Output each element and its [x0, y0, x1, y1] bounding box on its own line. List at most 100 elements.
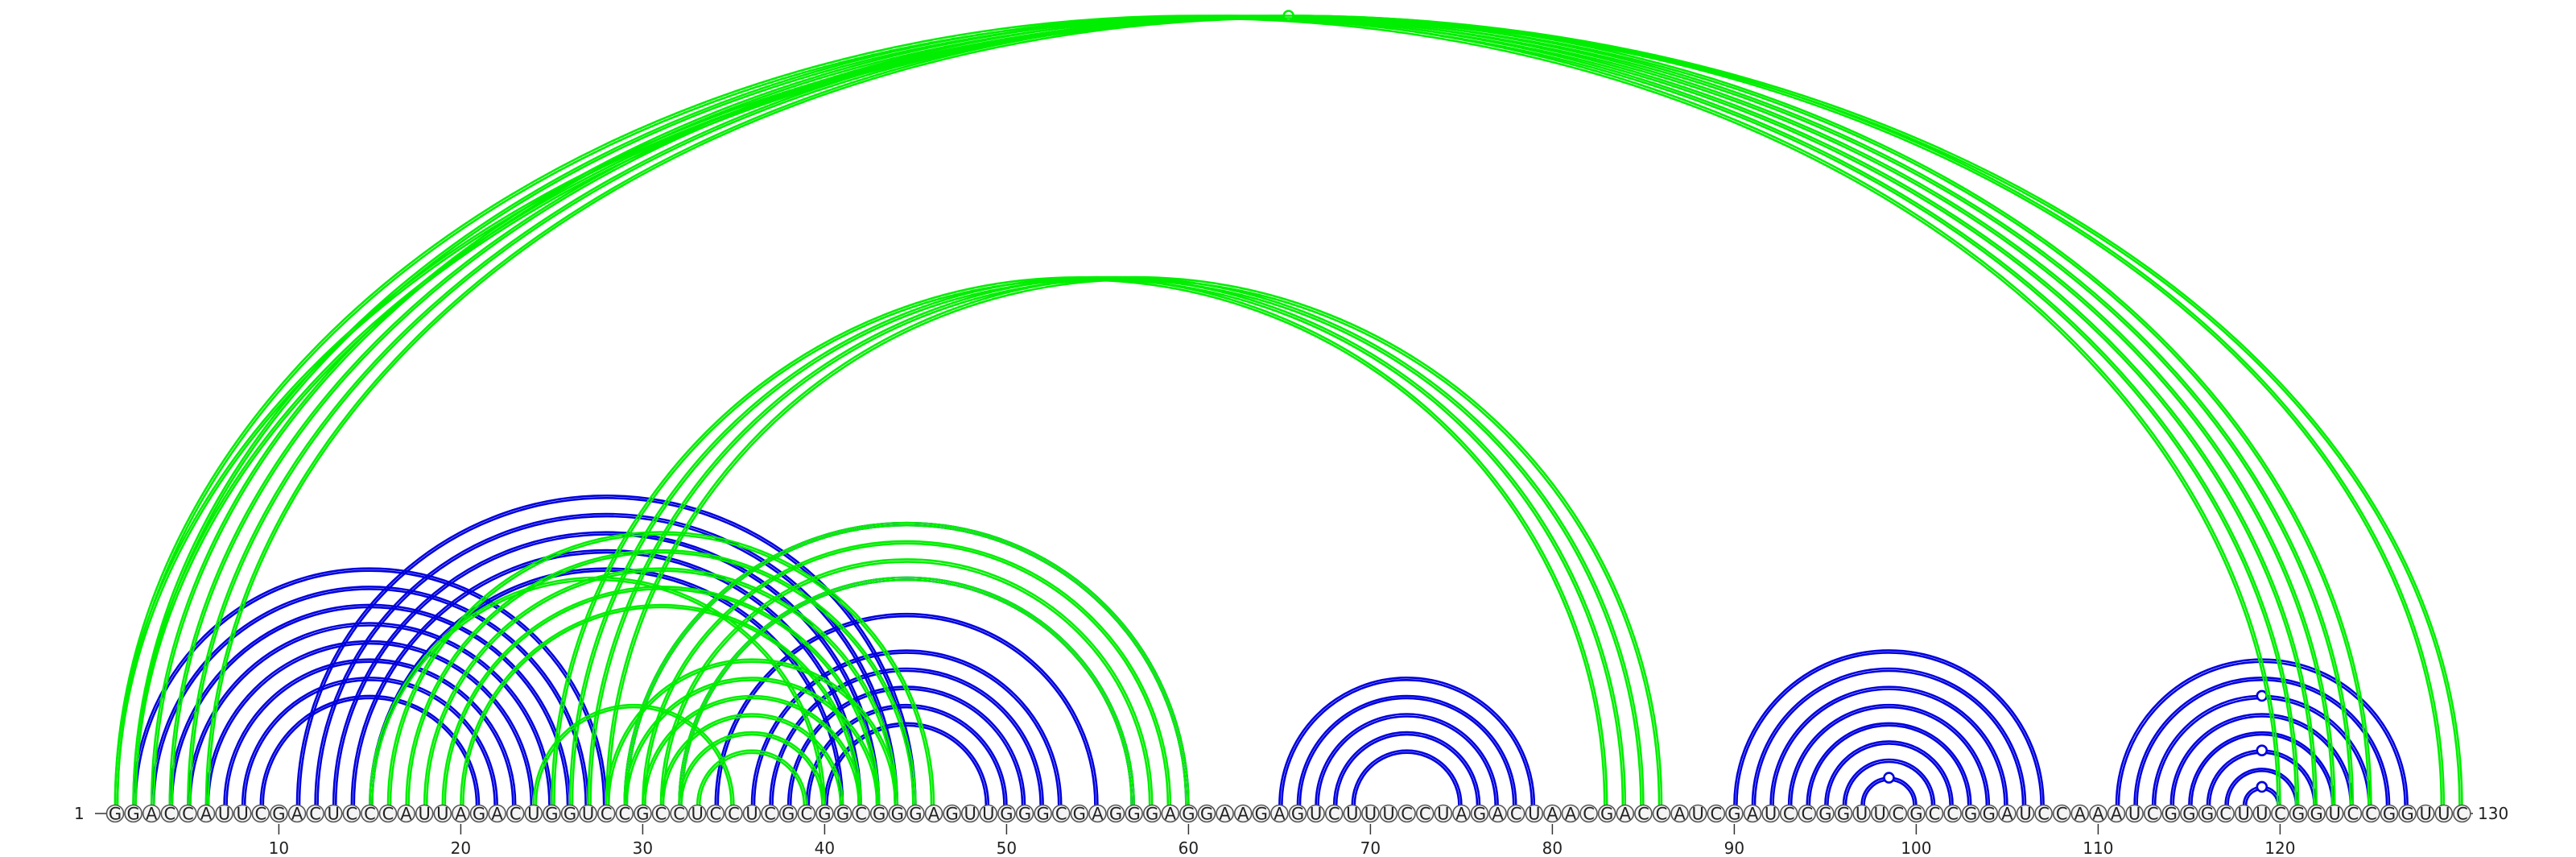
nucleotide-letter: A [1165, 805, 1177, 824]
nucleotide-letter: G [2182, 805, 2195, 824]
nucleotide-circle [1088, 804, 1107, 823]
nucleotide-circle [651, 804, 671, 823]
nucleotide-letter: C [2056, 805, 2068, 824]
nucleotide-circle [1216, 804, 1234, 823]
nucleotide-circle [452, 804, 470, 823]
nucleotide-circle [1070, 804, 1089, 823]
nucleotide-85: C [1634, 804, 1653, 824]
nucleotide-79: U [1525, 805, 1544, 824]
nucleotide-circle [2052, 804, 2071, 823]
base-pair-arc-96-101 [1842, 758, 1936, 805]
nucleotide-circle [196, 804, 216, 823]
nucleotide-circle [1743, 804, 1762, 823]
nucleotide-116: G [2198, 805, 2217, 824]
nucleotide-circle [1270, 804, 1289, 823]
nucleotide-31: C [651, 804, 671, 824]
nucleotide-circle [2453, 804, 2471, 823]
nucleotide-letter: C [1929, 805, 1941, 824]
base-pair-arc-inner-117-121 [2227, 770, 2297, 805]
nucleotide-circle [579, 804, 597, 823]
nucleotide-48: U [960, 805, 980, 824]
nucleotide-letter: C [1583, 805, 1595, 824]
nucleotide-27: U [579, 804, 597, 824]
nucleotide-circle [2434, 804, 2454, 823]
nucleotide-letter: A [455, 805, 467, 824]
nucleotide-circle [833, 804, 852, 823]
nucleotide-letter: G [1728, 805, 1740, 824]
base-pair-arc-31-58 [659, 558, 1154, 805]
base-pair-arc-66-78 [1296, 694, 1517, 805]
nucleotide-circle [215, 804, 233, 823]
nucleotide-circle [1688, 804, 1707, 823]
nucleotide-circle [1870, 804, 1889, 823]
nucleotide-letter: U [2256, 805, 2268, 824]
nucleotide-99: C [1889, 805, 1908, 824]
nucleotide-circle [1852, 804, 1871, 823]
nucleotide-3: A [142, 804, 161, 824]
nucleotide-circle [1634, 804, 1653, 823]
base-pair-arc-inner-14-42 [353, 551, 860, 805]
base-pair-arc-inner-16-46 [389, 533, 933, 805]
base-pair-arc-28-44 [605, 658, 899, 805]
nucleotide-117: C [2216, 805, 2235, 824]
nucleotide-114: G [2161, 804, 2181, 824]
nucleotide-letter: C [764, 805, 776, 824]
base-pair-arc-32-57 [678, 576, 1135, 805]
base-pair-arc-inner-13-43 [334, 533, 878, 805]
nucleotide-69: U [1343, 805, 1362, 824]
nucleotide-letter: C [382, 805, 394, 824]
nucleotide-24: U [524, 805, 543, 824]
nucleotide-letter: G [2383, 805, 2396, 824]
nucleotide-letter: C [618, 805, 630, 824]
nucleotide-circle [979, 804, 998, 823]
base-pair-arc-inner-114-124 [2172, 715, 2352, 805]
nucleotide-letter: U [2420, 805, 2432, 824]
base-pair-arc-13-43 [332, 531, 881, 805]
base-pair-arc-114-124 [2169, 713, 2355, 805]
nucleotide-64: G [1252, 805, 1271, 824]
nucleotide-letter: G [1255, 805, 1268, 824]
base-pair-arc-8-22 [241, 677, 498, 805]
base-pair-arc-67-77 [1315, 713, 1499, 805]
nucleotide-28: C [597, 805, 616, 824]
nucleotide-74: U [1434, 805, 1453, 824]
nucleotide-19: U [433, 805, 452, 824]
nucleotide-46: A [924, 805, 943, 824]
nucleotide-circle [742, 804, 762, 823]
nucleotide-49: U [979, 804, 998, 824]
nucleotide-97: U [1852, 804, 1871, 824]
nucleotide-circle [2161, 804, 2181, 823]
nucleotide-letter: U [1382, 805, 1394, 824]
tick-label-100: 100 [1901, 838, 1931, 857]
nucleotide-circle [142, 804, 161, 823]
nucleotide-letter: G [1473, 805, 1486, 824]
nucleotide-9: C [251, 805, 270, 824]
base-pair-arc-inner-4-123 [171, 17, 2334, 805]
nucleotide-letter: G [473, 805, 485, 824]
nucleotide-circle [1579, 804, 1598, 823]
nucleotide-23: C [506, 805, 525, 824]
base-pair-arc-inner-93-104 [1790, 706, 1988, 805]
nucleotide-101: C [1925, 805, 1944, 824]
base-pair-arc-31-41 [659, 713, 844, 805]
nucleotide-39: C [797, 805, 816, 824]
nucleotide-73: C [1415, 805, 1435, 824]
nucleotide-circle [2034, 804, 2053, 823]
nucleotide-60: G [1179, 805, 1198, 824]
arcs-layer [114, 10, 2463, 805]
nucleotide-15: C [361, 805, 379, 824]
nucleotide-letter: G [1018, 805, 1031, 824]
nucleotide-letter: G [636, 805, 649, 824]
nucleotide-circle [1652, 804, 1671, 823]
nucleotide-letter: C [2365, 805, 2377, 824]
nucleotide-circle [543, 804, 561, 823]
nucleotide-circle [179, 804, 197, 823]
nucleotide-letter: G [1127, 805, 1140, 824]
base-pair-arc-inner-28-86 [607, 278, 1661, 805]
base-pair-arc-inner-31-58 [662, 561, 1151, 805]
arc-marker-116-122 [2256, 744, 2268, 757]
nucleotide-letter: G [1000, 805, 1013, 824]
nucleotide-circle [1361, 804, 1380, 823]
nucleotide-letter: U [1528, 805, 1540, 824]
nucleotide-circle [1452, 804, 1471, 823]
